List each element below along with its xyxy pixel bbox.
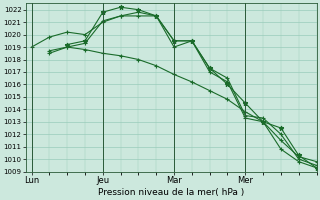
X-axis label: Pression niveau de la mer( hPa ): Pression niveau de la mer( hPa ) [98,188,244,197]
